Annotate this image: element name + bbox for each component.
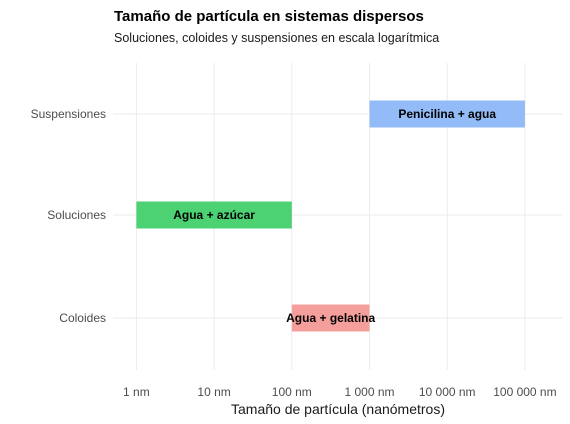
bar-label: Penicilina + agua (398, 107, 496, 121)
x-axis-title: Tamaño de partícula (nanómetros) (231, 401, 445, 417)
x-tick-label: 10 000 nm (419, 385, 476, 399)
y-tick-label: Suspensiones (31, 107, 106, 121)
x-tick-label: 100 nm (272, 385, 312, 399)
y-axis-labels: Suspensiones Soluciones Coloides (31, 107, 106, 325)
x-tick-label: 1 nm (123, 385, 150, 399)
y-tick-label: Soluciones (47, 208, 106, 222)
bars: Penicilina + agua Agua + azúcar Agua + gel… (136, 100, 525, 332)
x-tick-label: 1 000 nm (344, 385, 394, 399)
bar (136, 201, 292, 229)
x-axis-labels: 1 nm 10 nm 100 nm 1 000 nm 10 000 nm 100 000 … (123, 385, 557, 399)
bar (291, 304, 370, 332)
bar-label: Agua + gelatina (286, 311, 375, 325)
x-tick-label: 100 000 nm (493, 385, 556, 399)
chart-subtitle: Soluciones, coloides y suspensiones en e… (114, 31, 439, 45)
y-tick-label: Coloides (59, 311, 106, 325)
bar (369, 100, 525, 128)
bar-label: Agua + azúcar (173, 208, 255, 222)
chart-title: Tamaño de partícula en sistemas disperso… (114, 8, 424, 25)
x-tick-label: 10 nm (197, 385, 230, 399)
